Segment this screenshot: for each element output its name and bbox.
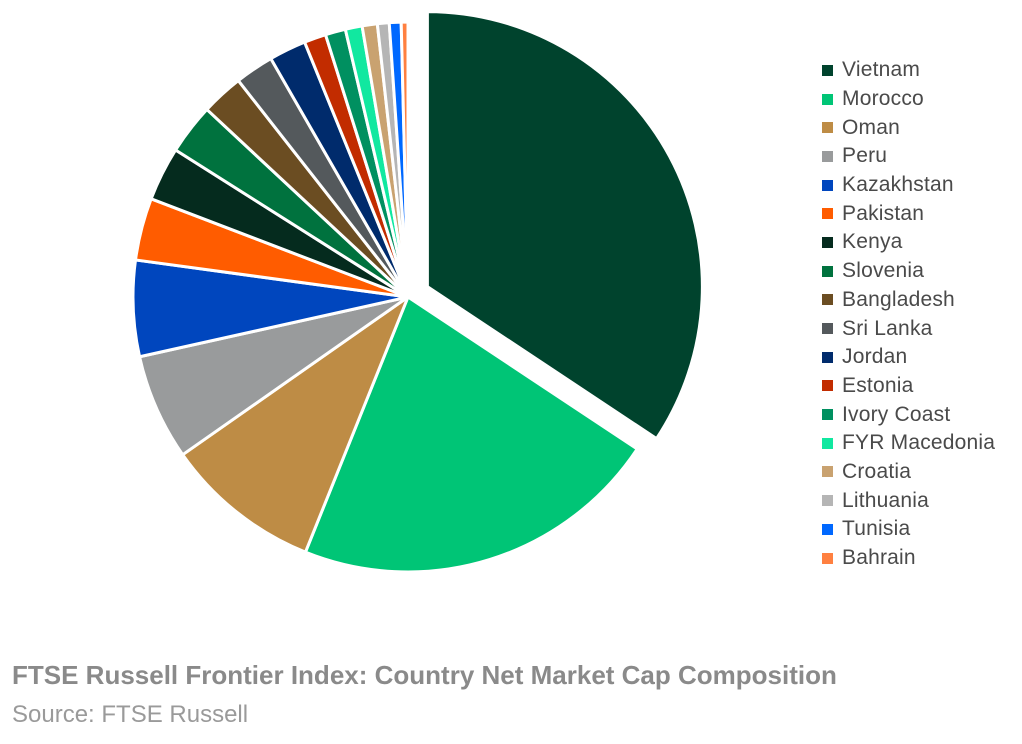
legend-item-croatia: Croatia	[822, 458, 995, 487]
legend-swatch	[822, 437, 833, 449]
legend-item-kenya: Kenya	[822, 228, 995, 257]
chart-title: FTSE Russell Frontier Index: Country Net…	[12, 660, 837, 690]
legend-swatch	[822, 523, 833, 535]
legend-swatch	[822, 294, 833, 306]
legend-swatch	[822, 64, 833, 76]
legend-swatch	[822, 150, 833, 162]
legend-label: Kenya	[842, 230, 903, 254]
legend-label: Sri Lanka	[842, 316, 933, 340]
legend-label: Bangladesh	[842, 287, 955, 311]
legend-item-fyr-macedonia: FYR Macedonia	[822, 429, 995, 458]
legend-swatch	[822, 409, 833, 421]
legend-item-oman: Oman	[822, 113, 995, 142]
legend-swatch	[822, 351, 833, 363]
chart-caption: FTSE Russell Frontier Index: Country Net…	[12, 660, 837, 729]
legend-label: Bahrain	[842, 546, 916, 570]
legend-label: Jordan	[842, 345, 908, 369]
legend-item-kazakhstan: Kazakhstan	[822, 171, 995, 200]
legend-item-jordan: Jordan	[822, 343, 995, 372]
pie-slice-vietnam	[425, 10, 704, 441]
legend-item-sri-lanka: Sri Lanka	[822, 314, 995, 343]
legend-swatch	[822, 93, 833, 105]
legend-label: Vietnam	[842, 58, 921, 82]
legend-label: Morocco	[842, 87, 924, 111]
legend-swatch	[822, 495, 833, 507]
pie-slice-oman	[181, 295, 410, 554]
legend-label: Pakistan	[842, 201, 925, 225]
legend-item-vietnam: Vietnam	[822, 56, 995, 85]
legend-label: Kazakhstan	[842, 173, 954, 197]
legend-item-lithuania: Lithuania	[822, 486, 995, 515]
legend-item-bangladesh: Bangladesh	[822, 286, 995, 315]
chart-source: Source: FTSE Russell	[12, 701, 249, 728]
legend-item-bahrain: Bahrain	[822, 544, 995, 573]
pie-slice-bahrain	[399, 20, 410, 299]
legend-label: Tunisia	[842, 517, 911, 541]
legend-item-slovenia: Slovenia	[822, 257, 995, 286]
legend-item-pakistan: Pakistan	[822, 199, 995, 228]
legend-swatch	[822, 265, 833, 277]
pie-chart: Vietnam Morocco Oman Peru Kazakhstan Pakistan…	[131, 10, 995, 574]
legend-item-tunisia: Tunisia	[822, 515, 995, 544]
legend-item-ivory-coast: Ivory Coast	[822, 400, 995, 429]
legend-swatch	[822, 323, 833, 335]
legend-swatch	[822, 179, 833, 191]
legend-swatch	[822, 552, 833, 564]
legend-label: Estonia	[842, 373, 914, 397]
legend-item-estonia: Estonia	[822, 372, 995, 401]
legend-swatch	[822, 236, 833, 248]
legend-label: Oman	[842, 115, 900, 139]
legend-label: Lithuania	[842, 488, 930, 512]
pie-chart-svg	[131, 10, 704, 574]
legend-item-morocco: Morocco	[822, 85, 995, 114]
legend-label: FYR Macedonia	[842, 431, 996, 455]
legend-swatch	[822, 380, 833, 392]
legend-item-peru: Peru	[822, 142, 995, 171]
legend-label: Ivory Coast	[842, 402, 951, 426]
legend-label: Croatia	[842, 459, 912, 483]
legend-label: Peru	[842, 144, 888, 168]
legend-swatch	[822, 466, 833, 478]
chart-legend: Vietnam Morocco Oman Peru Kazakhstan Pakistan…	[822, 56, 995, 572]
legend-swatch	[822, 208, 833, 220]
pie-slice-morocco	[303, 295, 639, 574]
legend-swatch	[822, 122, 833, 134]
legend-label: Slovenia	[842, 259, 925, 283]
